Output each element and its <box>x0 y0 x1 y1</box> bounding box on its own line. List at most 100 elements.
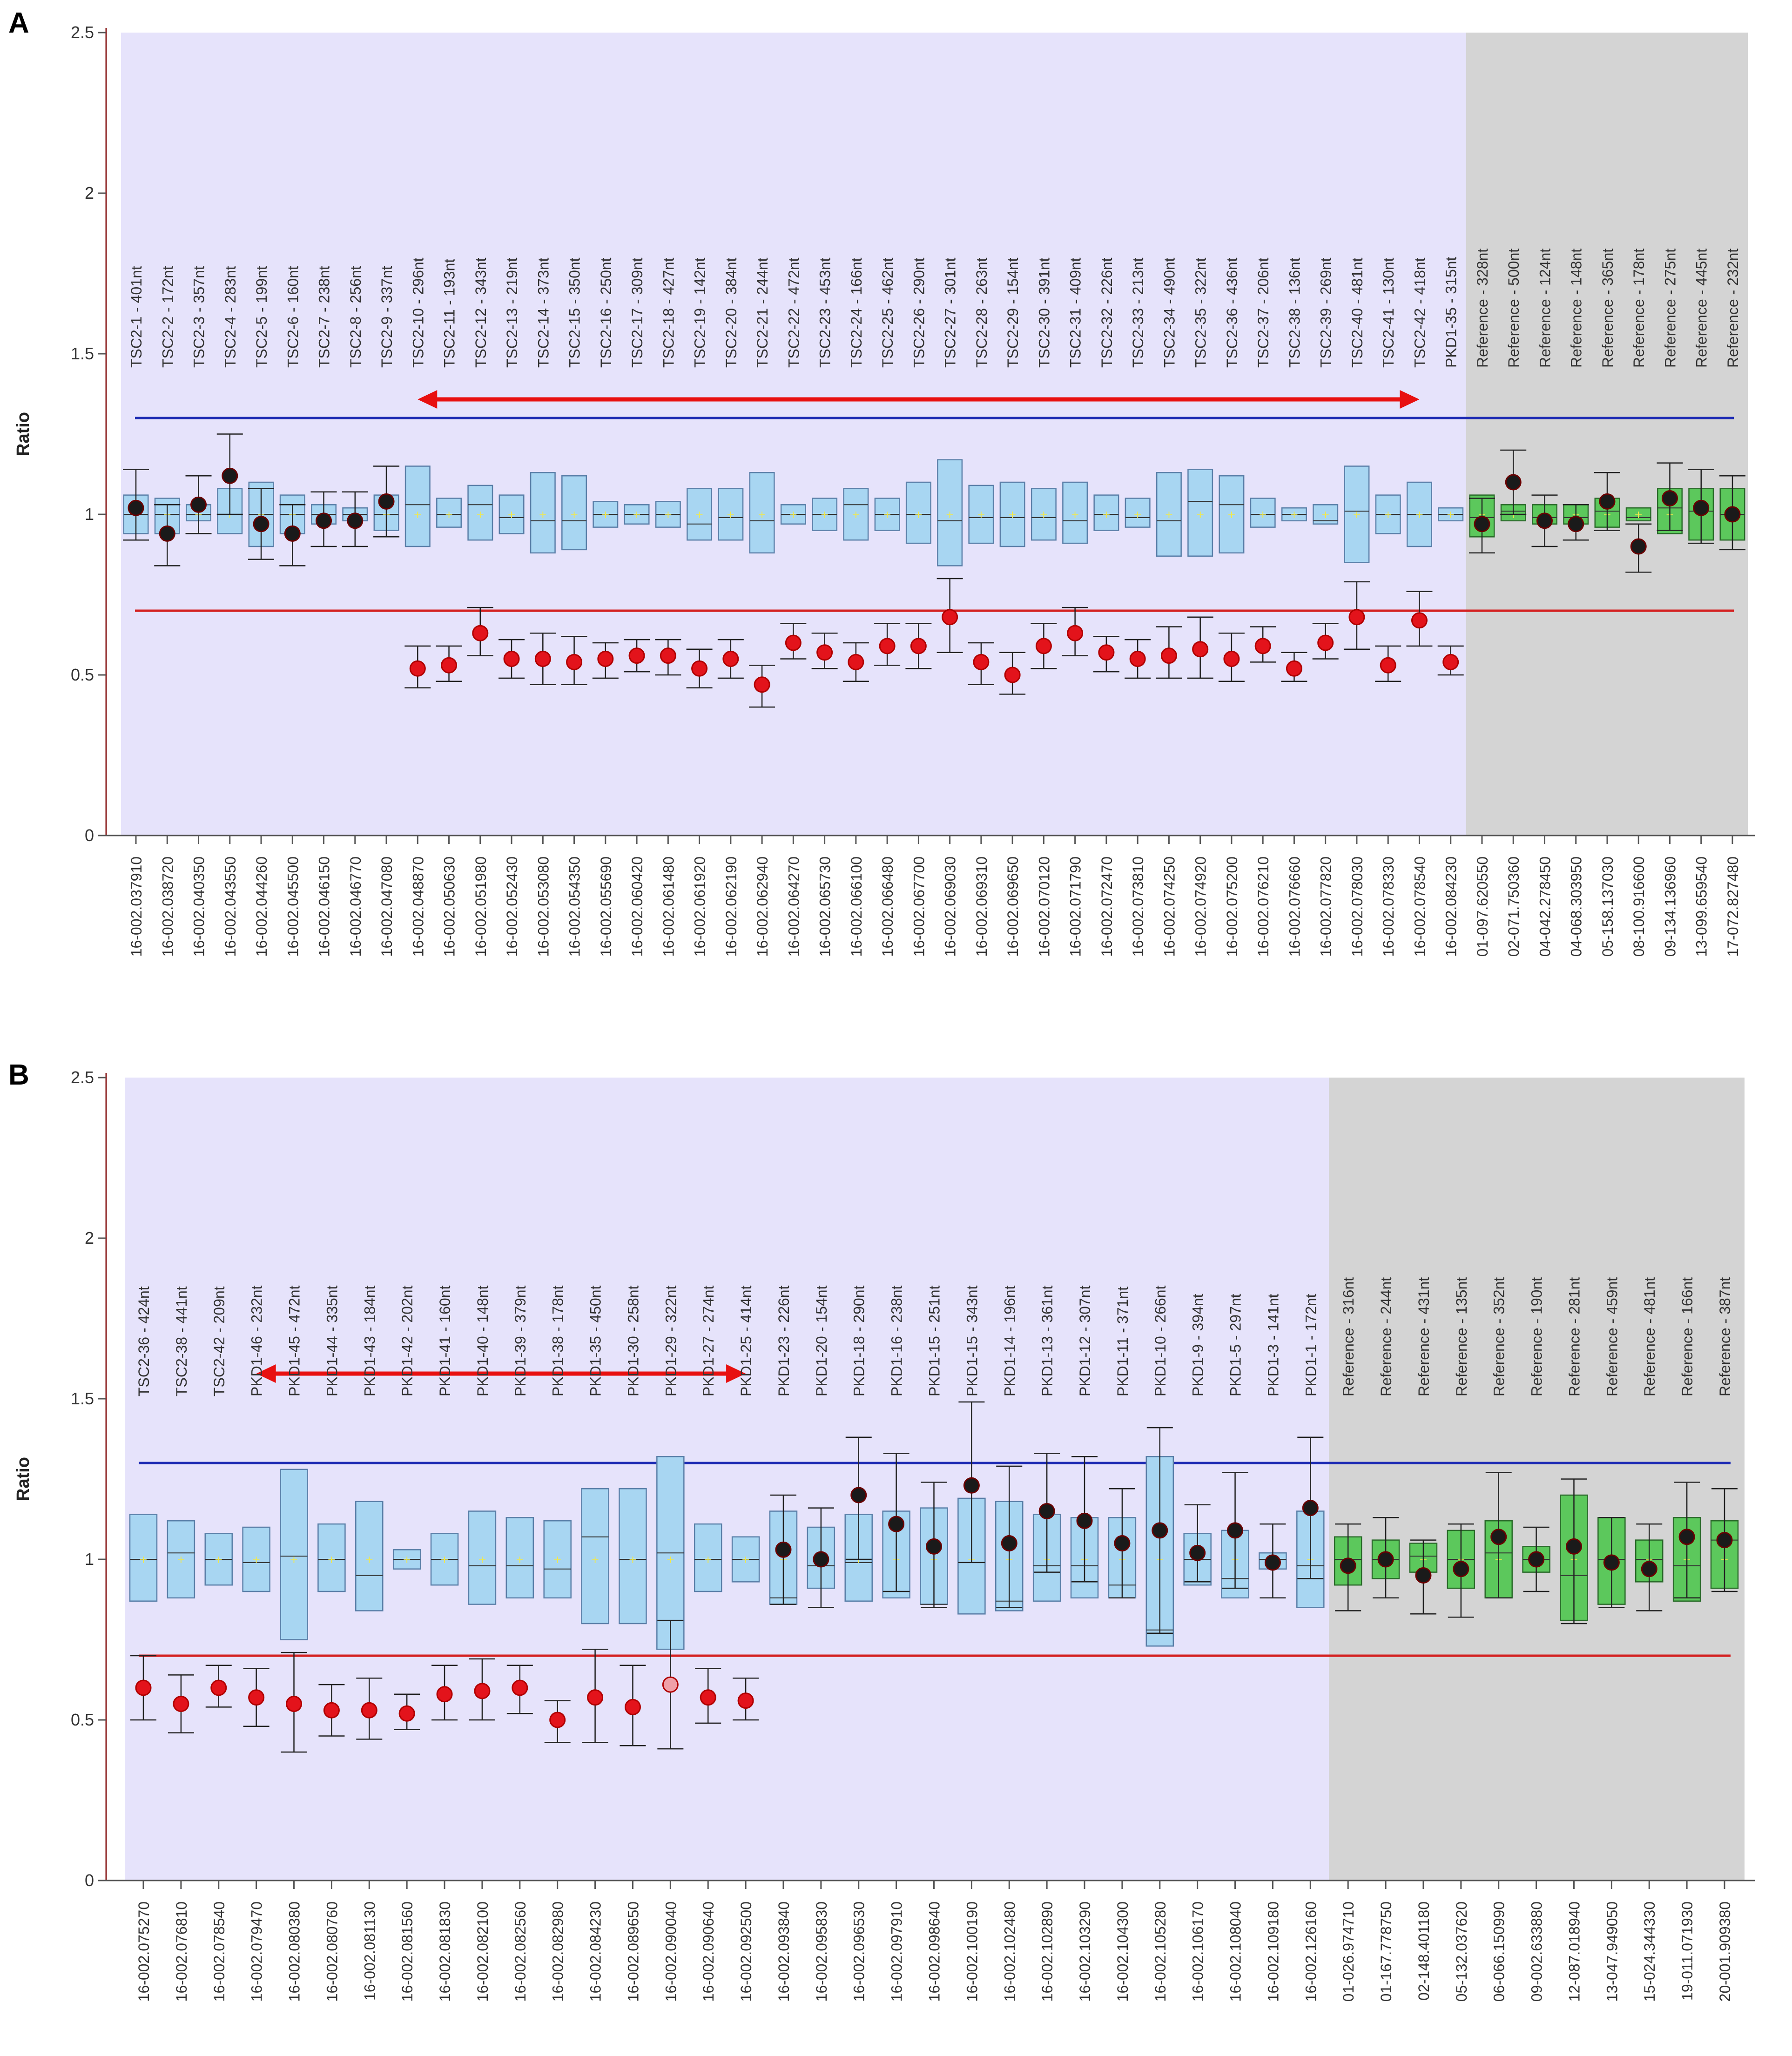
x-tick-label: 16-002.075200 <box>1224 856 1240 957</box>
mean-marker: + <box>1165 509 1173 521</box>
data-point <box>963 1477 980 1494</box>
x-tick-label: 16-002.074920 <box>1192 856 1209 957</box>
data-point <box>159 525 175 542</box>
category-label: TSC2-39 - 269nt <box>1318 257 1334 368</box>
data-point <box>1505 474 1522 491</box>
x-tick-label: 16-002.082980 <box>550 1901 566 2002</box>
category-label: TSC2-8 - 256nt <box>347 266 364 368</box>
x-tick-label: 20-001.909380 <box>1717 1901 1733 2002</box>
x-tick-label: 16-002.097910 <box>889 1901 905 2002</box>
box <box>167 1520 195 1599</box>
data-point <box>1630 538 1647 555</box>
category-label: PKD1-15 - 343nt <box>963 1286 980 1396</box>
sample-region <box>125 1078 1329 1881</box>
data-point <box>1380 657 1396 674</box>
x-tick-label: 16-002.109180 <box>1265 1901 1281 2002</box>
box <box>968 485 994 544</box>
mean-marker: + <box>852 509 860 521</box>
mean-marker: + <box>601 509 610 521</box>
data-point <box>700 1689 716 1706</box>
category-label: Reference - 166nt <box>1679 1277 1696 1396</box>
data-point <box>1152 1522 1168 1539</box>
mean-marker: + <box>478 1554 486 1566</box>
x-tick-label: 16-002.075270 <box>135 1901 152 2002</box>
mean-marker: + <box>977 509 985 521</box>
mean-marker: + <box>1196 509 1204 521</box>
category-label: PKD1-20 - 154nt <box>813 1286 830 1396</box>
data-point <box>286 1696 303 1712</box>
category-label: PKD1-1 - 172nt <box>1302 1294 1319 1396</box>
category-label: TSC2-18 - 427nt <box>660 257 677 368</box>
mean-marker: + <box>413 509 422 521</box>
mean-marker: + <box>1634 509 1643 521</box>
mean-marker: + <box>633 509 641 521</box>
data-point <box>1286 660 1302 677</box>
box <box>1156 472 1182 557</box>
category-label: Reference - 431nt <box>1415 1277 1432 1396</box>
data-point <box>378 493 395 510</box>
box <box>1031 488 1057 541</box>
category-label: PKD1-18 - 290nt <box>851 1286 868 1396</box>
data-point <box>1678 1529 1695 1545</box>
mean-marker: + <box>820 509 829 521</box>
x-tick-label: 16-002.100190 <box>963 1901 980 2002</box>
data-point <box>1160 647 1177 664</box>
category-label: TSC2-27 - 301nt <box>942 257 959 368</box>
x-tick-label: 16-002.069030 <box>942 856 959 957</box>
category-label: PKD1-15 - 251nt <box>926 1286 943 1396</box>
y-tick-label: 2 <box>85 183 94 202</box>
category-label: TSC2-2 - 172nt <box>159 266 176 368</box>
category-label: Reference - 481nt <box>1641 1277 1658 1396</box>
category-label: TSC2-26 - 290nt <box>910 257 927 368</box>
mean-marker: + <box>215 1554 223 1566</box>
category-label: Reference - 500nt <box>1505 249 1522 368</box>
x-tick-label: 16-002.046770 <box>347 856 364 957</box>
mean-marker: + <box>403 1554 411 1566</box>
x-tick-label: 16-002.074250 <box>1161 856 1178 957</box>
data-point <box>942 609 958 626</box>
category-label: TSC2-33 - 213nt <box>1130 257 1146 368</box>
box <box>317 1523 346 1592</box>
data-point <box>1490 1529 1507 1545</box>
panel-letter: B <box>8 1059 29 1091</box>
y-tick-label: 0 <box>85 1871 94 1890</box>
data-point <box>1340 1557 1356 1574</box>
x-tick-label: 16-002.084230 <box>1443 856 1460 957</box>
mean-marker: + <box>1039 509 1048 521</box>
category-label: Reference - 124nt <box>1536 249 1553 368</box>
y-axis-label: Ratio <box>13 1457 33 1501</box>
category-label: TSC2-14 - 373nt <box>535 257 552 368</box>
data-point <box>850 1487 867 1503</box>
category-label: PKD1-23 - 226nt <box>775 1286 792 1396</box>
category-label: TSC2-4 - 283nt <box>222 266 239 368</box>
x-tick-label: 16-002.038720 <box>159 856 176 957</box>
x-tick-label: 16-002.095830 <box>813 1901 830 2002</box>
category-label: TSC2-17 - 309nt <box>629 257 646 368</box>
category-label: TSC2-21 - 244nt <box>754 257 771 368</box>
category-label: TSC2-3 - 357nt <box>191 266 208 368</box>
reference-region <box>1329 1078 1745 1881</box>
data-point <box>1528 1551 1545 1568</box>
x-tick-label: 16-002.048870 <box>410 856 426 957</box>
category-label: TSC2-29 - 154nt <box>1004 257 1021 368</box>
x-tick-label: 16-002.103290 <box>1077 1901 1093 2002</box>
category-label: TSC2-20 - 384nt <box>723 257 740 368</box>
data-point <box>1035 638 1052 654</box>
category-label: Reference - 445nt <box>1693 249 1710 368</box>
data-point <box>436 1686 453 1703</box>
data-point <box>1227 1522 1244 1539</box>
x-tick-label: 16-002.067700 <box>910 856 927 957</box>
x-tick-label: 16-002.082100 <box>474 1901 491 2002</box>
category-label: PKD1-10 - 266nt <box>1152 1286 1169 1396</box>
category-label: TSC2-13 - 219nt <box>504 257 520 368</box>
box <box>1250 498 1276 528</box>
x-tick-label: 16-002.096530 <box>851 1901 868 2002</box>
category-label: PKD1-12 - 307nt <box>1077 1286 1093 1396</box>
category-label: PKD1-30 - 258nt <box>625 1286 641 1396</box>
x-tick-label: 09-002.633880 <box>1529 1901 1545 2002</box>
category-label: TSC2-40 - 481nt <box>1349 257 1366 368</box>
x-tick-label: 16-002.077820 <box>1318 856 1334 957</box>
category-label: TSC2-9 - 337nt <box>378 266 395 368</box>
x-tick-label: 16-002.047080 <box>378 856 395 957</box>
x-tick-label: 16-002.045500 <box>284 856 301 957</box>
